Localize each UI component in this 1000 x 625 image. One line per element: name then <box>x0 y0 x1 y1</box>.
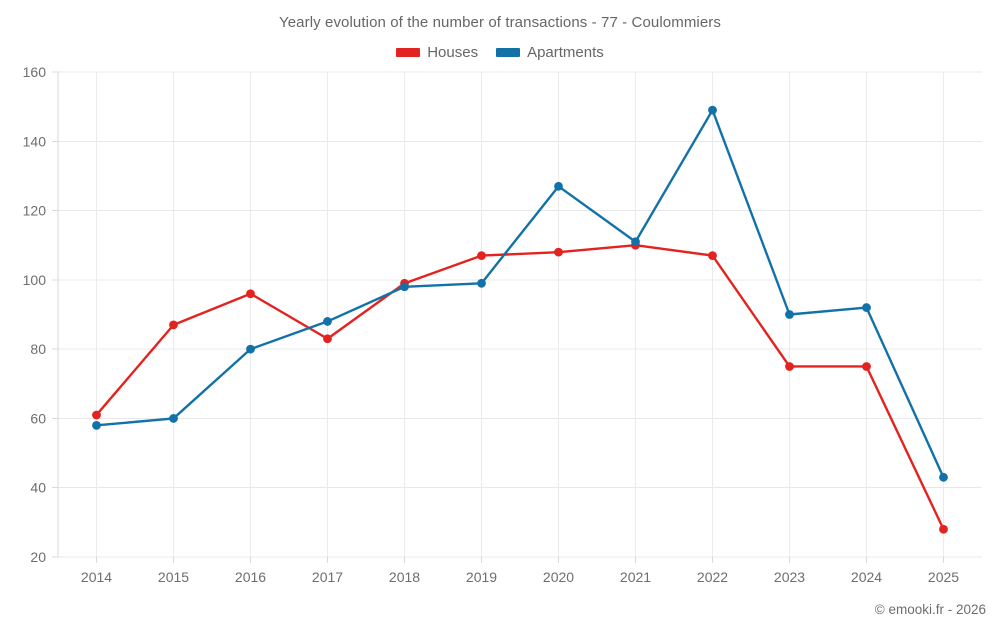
data-point-houses-2020[interactable] <box>554 247 563 257</box>
legend-label-houses: Houses <box>427 44 479 61</box>
series-line-houses <box>95 244 945 531</box>
data-point-apartments-2024[interactable] <box>862 303 871 312</box>
y-axis-tick-label: 40 <box>30 480 46 496</box>
y-axis-tick-label: 140 <box>23 133 47 149</box>
data-point-apartments-2015[interactable] <box>169 414 178 423</box>
x-axis-tick-label: 2023 <box>774 569 805 585</box>
y-axis-tick-label: 20 <box>30 549 46 565</box>
data-point-houses-2024[interactable] <box>862 362 871 371</box>
data-point-apartments-2018[interactable] <box>400 282 409 292</box>
y-axis-tick-label: 100 <box>23 272 47 288</box>
legend-item-apartments[interactable]: Apartments <box>496 44 604 61</box>
chart-legend: Houses Apartments <box>0 44 1000 61</box>
data-point-houses-2025[interactable] <box>939 524 948 534</box>
legend-item-houses[interactable]: Houses <box>396 44 478 61</box>
data-point-apartments-2020[interactable] <box>554 181 563 191</box>
x-axis-tick-label: 2014 <box>81 569 112 585</box>
data-point-apartments-2025[interactable] <box>939 472 948 482</box>
data-point-houses-2015[interactable] <box>169 320 178 330</box>
x-axis-tick-label: 2025 <box>928 569 959 585</box>
data-point-houses-2016[interactable] <box>246 289 255 299</box>
x-axis-tick-label: 2016 <box>235 569 266 585</box>
x-axis-tick-label: 2018 <box>389 569 420 585</box>
data-point-apartments-2022[interactable] <box>708 105 717 115</box>
data-point-apartments-2017[interactable] <box>323 317 332 326</box>
data-point-houses-2017[interactable] <box>323 334 332 344</box>
x-axis-tick-label: 2015 <box>158 569 189 585</box>
legend-swatch-apartments <box>496 48 521 57</box>
x-axis-tick-label: 2022 <box>697 569 728 585</box>
x-axis-tick-label: 2017 <box>312 569 343 585</box>
x-axis-tick-label: 2019 <box>466 569 497 585</box>
data-point-houses-2019[interactable] <box>477 251 486 261</box>
x-axis-tick-label: 2020 <box>543 569 574 585</box>
y-axis-tick-label: 120 <box>23 203 47 219</box>
data-point-apartments-2023[interactable] <box>785 310 794 319</box>
legend-label-apartments: Apartments <box>527 44 604 61</box>
data-point-apartments-2014[interactable] <box>92 420 101 430</box>
chart-title: Yearly evolution of the number of transa… <box>279 14 721 31</box>
data-point-houses-2014[interactable] <box>92 410 101 420</box>
chart-credit: © emooki.fr - 2026 <box>874 602 986 617</box>
series-line-apartments <box>95 108 945 479</box>
data-point-apartments-2019[interactable] <box>477 278 486 288</box>
data-point-apartments-2021[interactable] <box>631 237 640 247</box>
x-axis-tick-label: 2021 <box>620 569 651 585</box>
y-axis-tick-label: 160 <box>23 64 47 80</box>
x-axis-tick-label: 2024 <box>851 569 882 585</box>
y-axis-tick-label: 80 <box>30 341 46 357</box>
y-axis-tick-label: 60 <box>30 410 46 426</box>
data-point-houses-2022[interactable] <box>708 251 717 261</box>
data-point-apartments-2016[interactable] <box>246 344 255 354</box>
legend-swatch-houses <box>396 48 421 57</box>
data-point-houses-2023[interactable] <box>785 362 794 371</box>
